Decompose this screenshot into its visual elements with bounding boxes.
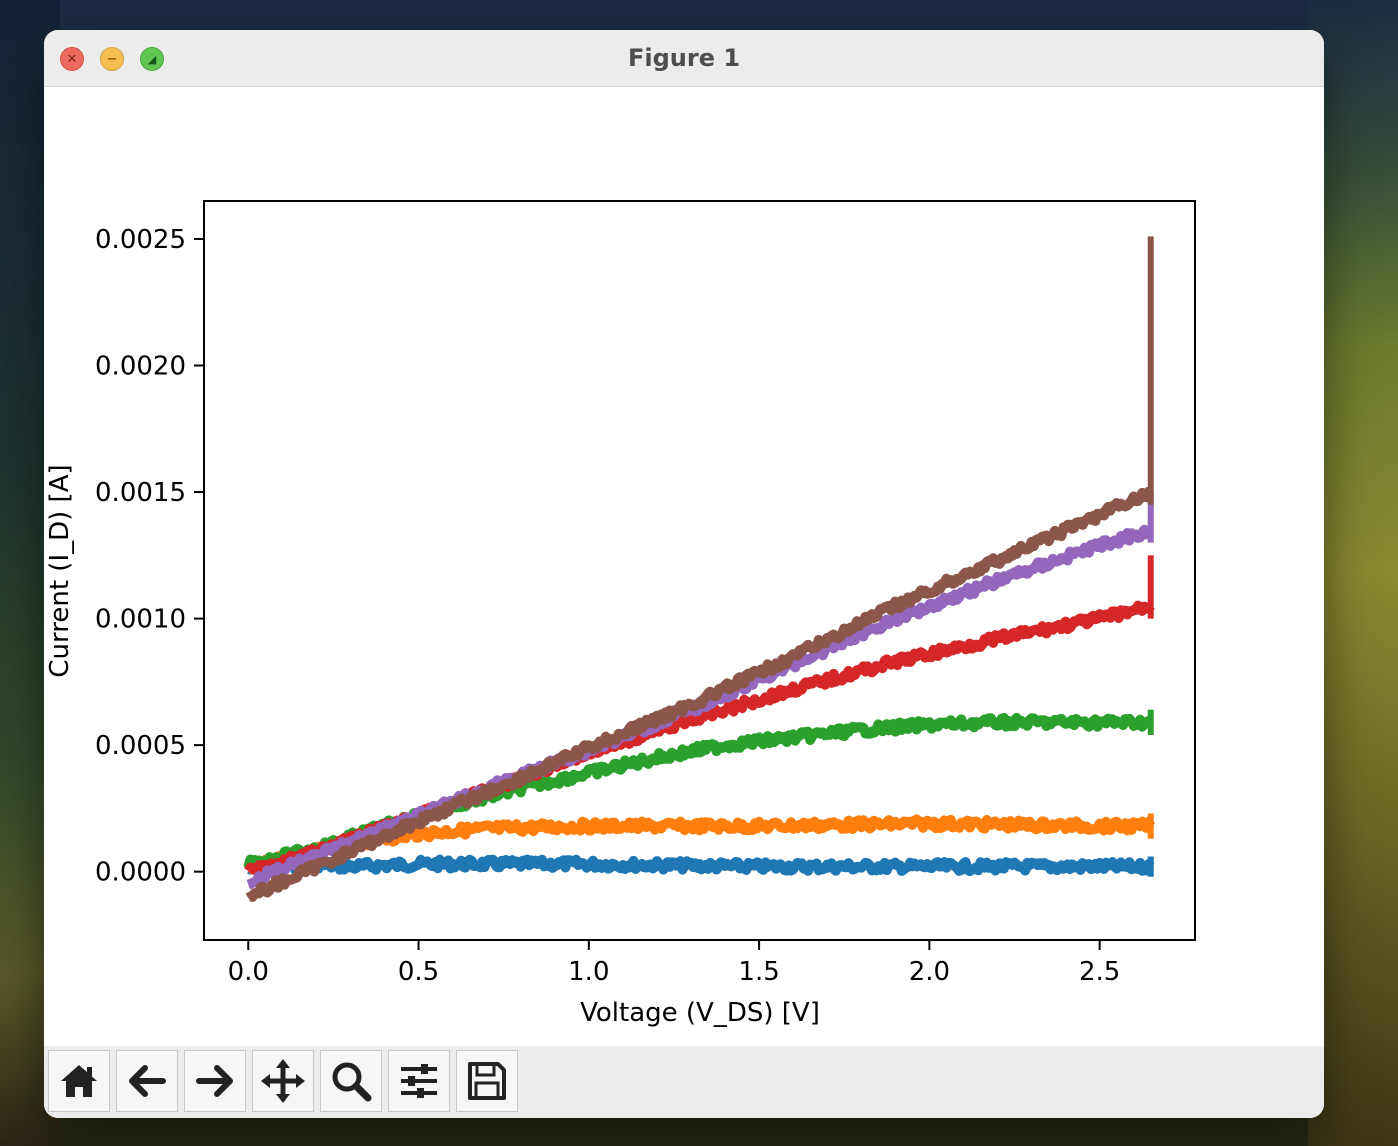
x-tick-label: 0.5	[398, 957, 439, 987]
x-axis-label: Voltage (V_DS) [V]	[580, 998, 820, 1028]
x-tick-label: 1.0	[568, 957, 609, 987]
move-icon	[261, 1059, 305, 1103]
forward-button[interactable]	[184, 1050, 246, 1112]
close-icon: ✕	[66, 51, 78, 67]
home-icon	[61, 1065, 97, 1097]
chart-svg: 0.0 0.5 1.0 1.5 2.0 2.5 0.00000.00050.00100.0…	[45, 200, 1196, 1028]
x-tick-label: 2.5	[1079, 957, 1120, 987]
series-line-1	[245, 854, 1155, 877]
y-tick-label: 0.0010	[95, 605, 186, 635]
y-tick-label: 0.0020	[95, 352, 186, 382]
y-axis-label: Current (I_D) [A]	[45, 464, 75, 677]
plot-frame	[203, 200, 1196, 941]
configure-subplots-button[interactable]	[388, 1050, 450, 1112]
arrow-right-icon	[196, 1065, 233, 1097]
back-button[interactable]	[116, 1050, 178, 1112]
x-tick-label: 1.5	[738, 957, 779, 987]
minimize-window-button[interactable]: −	[100, 47, 124, 71]
save-button[interactable]	[456, 1050, 518, 1112]
series-layer	[243, 236, 1156, 903]
x-tick-label: 2.0	[909, 957, 950, 987]
close-window-button[interactable]: ✕	[60, 47, 84, 71]
sliders-icon	[401, 1064, 437, 1098]
zoom-window-button[interactable]: ◢	[140, 47, 164, 71]
window-title: Figure 1	[627, 44, 741, 72]
y-tick-label: 0.0015	[95, 478, 186, 508]
figure-window: ✕ − ◢ Figure 1 0.0 0.5 1.0 1.5 2.0 2.5 0.0000…	[44, 30, 1324, 1118]
arrow-left-icon	[129, 1065, 166, 1097]
minimize-icon: −	[106, 51, 118, 67]
navigation-toolbar	[44, 1046, 1324, 1118]
x-axis-ticks: 0.0 0.5 1.0 1.5 2.0 2.5	[228, 940, 1120, 987]
x-tick-label: 0.0	[228, 957, 269, 987]
series-line-6	[245, 486, 1154, 903]
title-bar[interactable]: ✕ − ◢ Figure 1	[44, 30, 1324, 87]
home-button[interactable]	[48, 1050, 110, 1112]
floppy-disk-icon	[468, 1062, 506, 1100]
search-icon	[332, 1062, 372, 1102]
zoom-button[interactable]	[320, 1050, 382, 1112]
y-axis-ticks: 0.0000 0.0005 0.0010 0.0015 0.0020 0.0025	[95, 225, 204, 888]
y-tick-label: 0.0005	[95, 731, 186, 761]
series-line-3	[243, 712, 1154, 872]
figure-canvas[interactable]: 0.0 0.5 1.0 1.5 2.0 2.5 0.0000 0.0005 0.0010 0.0…	[44, 87, 1324, 1045]
y-tick-label: 0.0025	[95, 225, 186, 255]
fullscreen-icon: ◢	[147, 52, 157, 66]
pan-button[interactable]	[252, 1050, 314, 1112]
y-tick-label: 0.0000	[95, 858, 186, 888]
